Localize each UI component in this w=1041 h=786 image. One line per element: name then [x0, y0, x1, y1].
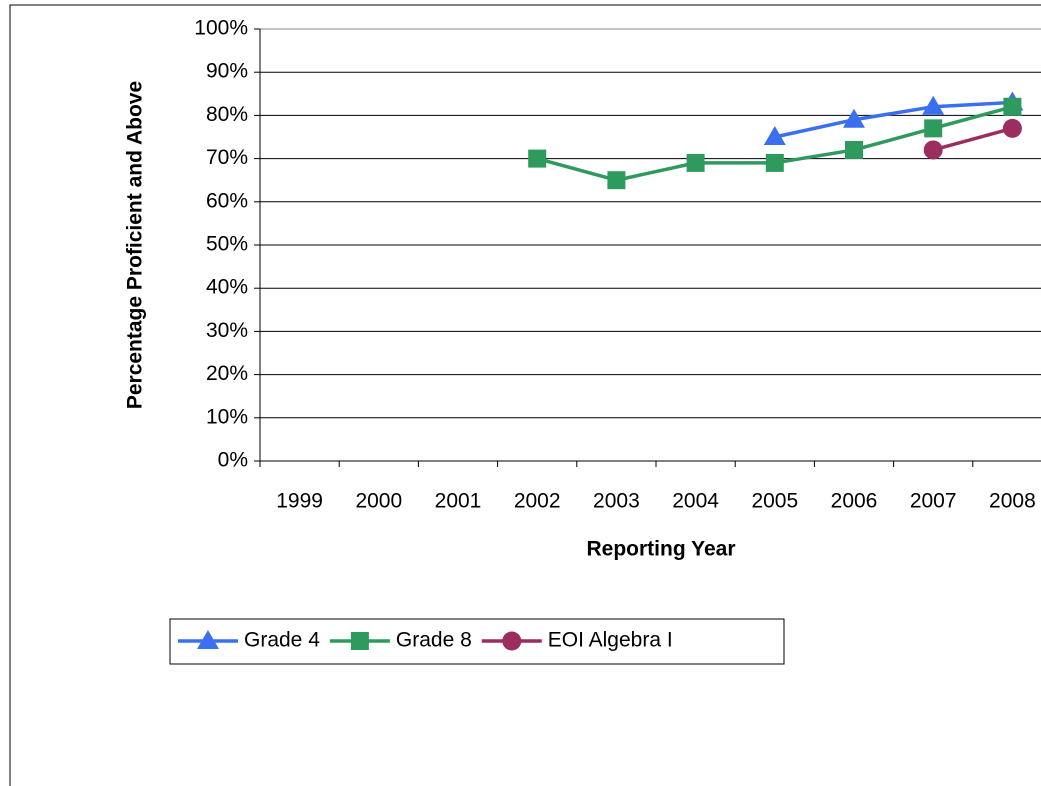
- data-point: [923, 140, 943, 160]
- y-tick-label: 60%: [206, 189, 248, 212]
- x-tick-label: 2008: [989, 490, 1036, 513]
- y-tick-label: 10%: [206, 405, 248, 428]
- data-point: [1002, 118, 1022, 138]
- legend-label: EOI Algebra I: [548, 629, 673, 652]
- data-point: [843, 108, 865, 128]
- y-tick-label: 50%: [206, 233, 248, 256]
- y-tick-label: 30%: [206, 319, 248, 342]
- y-tick-label: 40%: [206, 276, 248, 299]
- legend-marker: [350, 632, 369, 650]
- x-tick-label: 2005: [751, 490, 798, 513]
- y-axis-label: Percentage Proficient and Above: [124, 81, 147, 409]
- data-point: [922, 95, 945, 115]
- legend-label: Grade 8: [396, 629, 472, 652]
- y-tick-label: 80%: [206, 103, 248, 126]
- y-tick-label: 0%: [218, 449, 248, 472]
- data-point: [1003, 97, 1022, 116]
- x-tick-label: 2006: [831, 490, 878, 513]
- y-tick-label: 70%: [206, 146, 248, 169]
- x-tick-label: 2001: [435, 490, 482, 513]
- legend-label: Grade 4: [244, 629, 320, 652]
- data-point: [765, 153, 784, 172]
- legend-marker: [502, 631, 522, 651]
- series-line: [932, 126, 1013, 152]
- data-point: [686, 153, 705, 172]
- y-tick-label: 90%: [206, 60, 248, 83]
- y-tick-label: 100%: [194, 17, 248, 40]
- x-tick-label: 1999: [276, 490, 323, 513]
- series-line: [774, 100, 1013, 139]
- data-point: [528, 149, 547, 168]
- x-axis-label: Reporting Year: [587, 538, 736, 561]
- data-point: [924, 119, 943, 138]
- chart-frame: [9, 4, 1041, 786]
- x-tick-label: 2007: [910, 490, 957, 513]
- x-tick-label: 2003: [593, 490, 640, 513]
- data-point: [763, 126, 786, 145]
- legend-box: [169, 618, 785, 665]
- data-point: [845, 140, 863, 159]
- x-tick-label: 2004: [672, 490, 719, 513]
- data-point: [607, 171, 626, 190]
- x-tick-label: 2002: [514, 490, 561, 513]
- legend-marker: [197, 630, 219, 649]
- y-tick-label: 20%: [206, 362, 248, 385]
- x-tick-label: 2000: [355, 490, 402, 513]
